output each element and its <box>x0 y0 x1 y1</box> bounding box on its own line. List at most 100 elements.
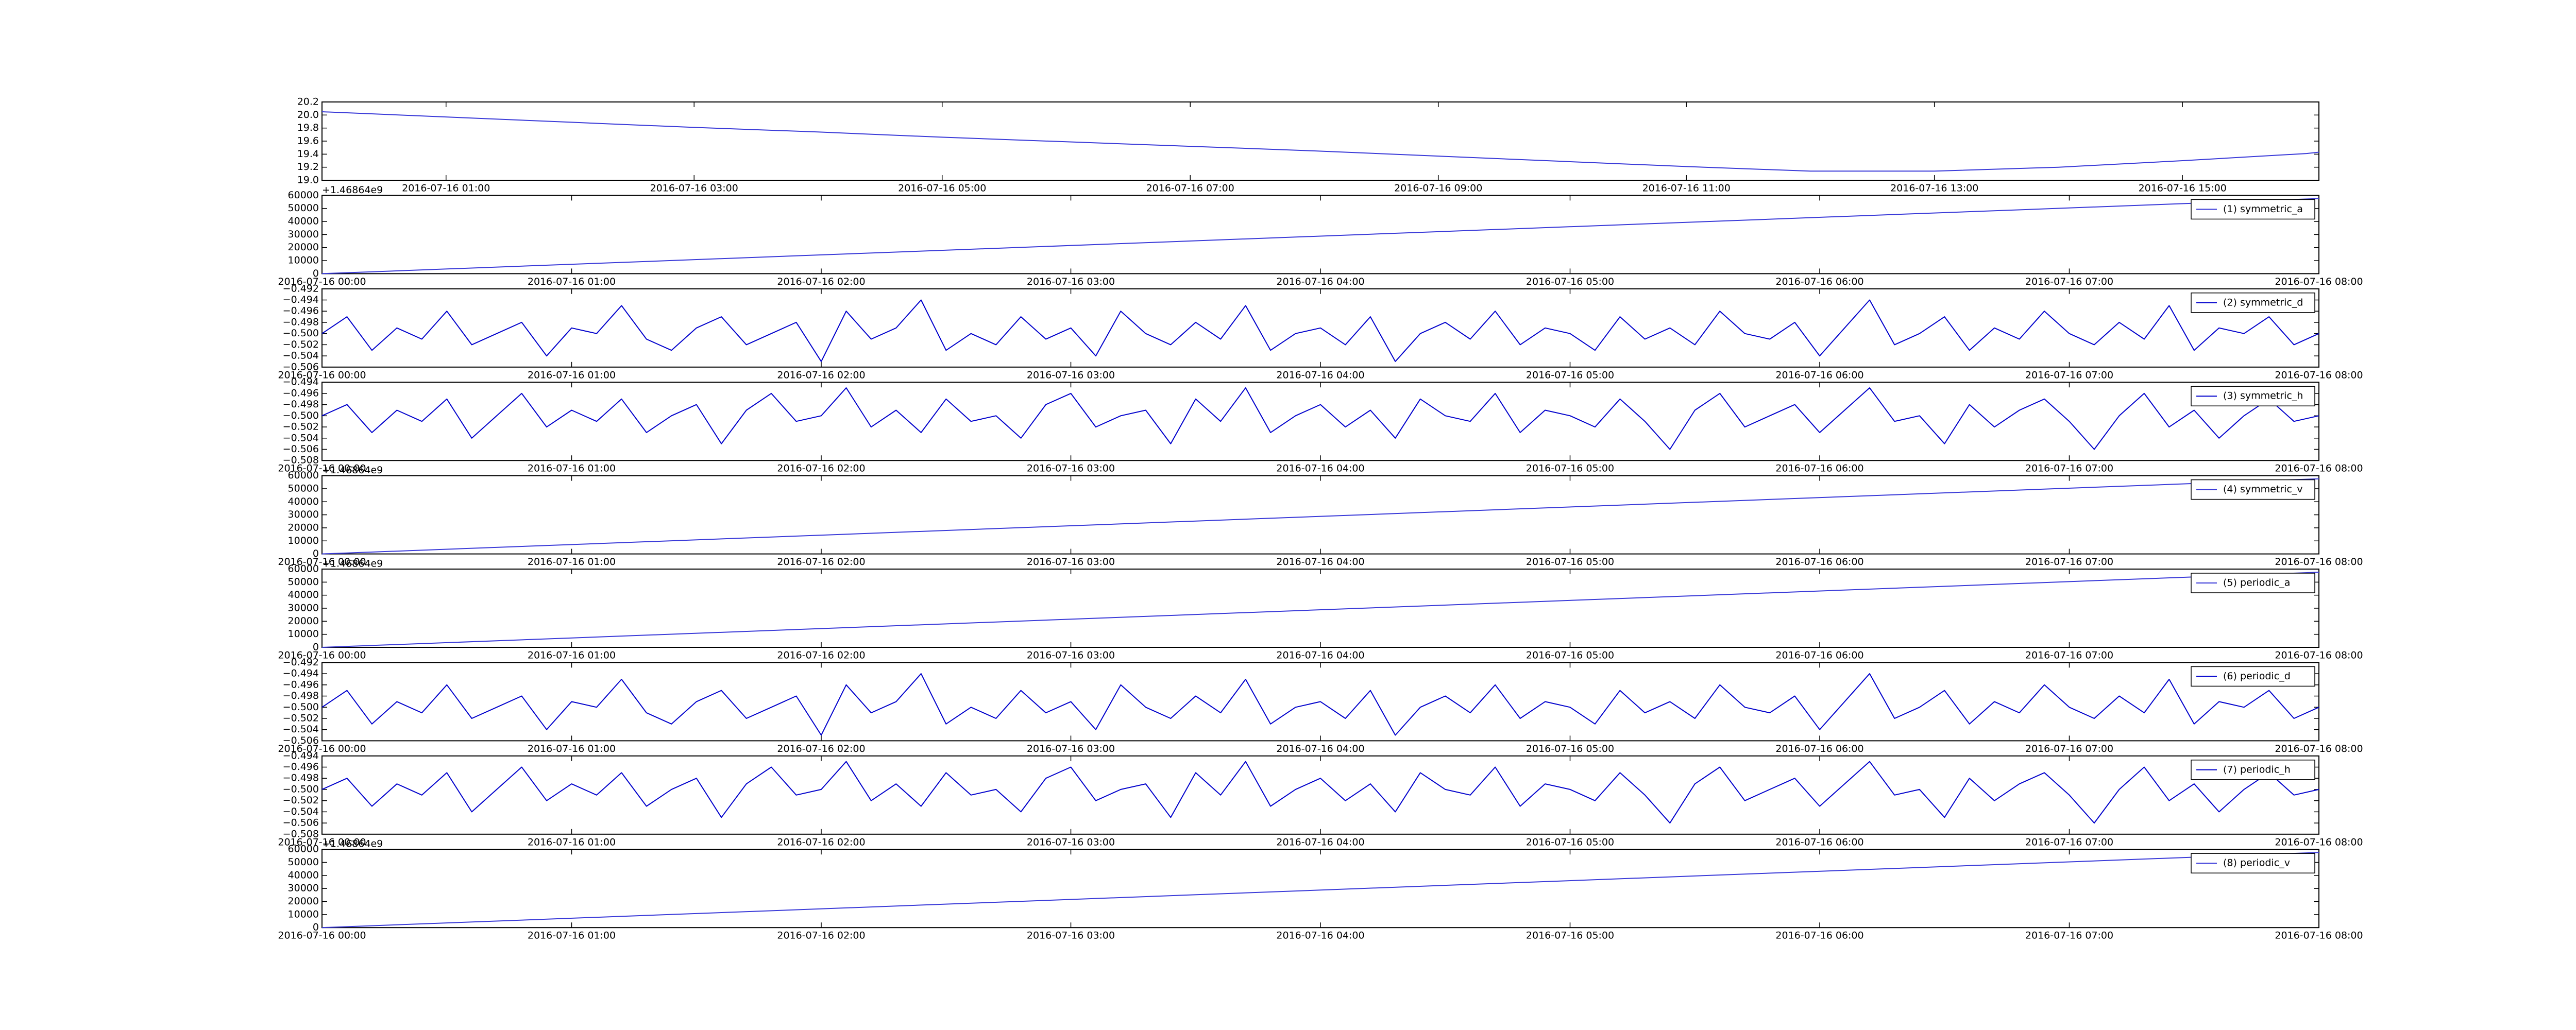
x-tick-label: 2016-07-16 05:00 <box>1526 930 1614 941</box>
y-tick-label: 60000 <box>288 844 319 855</box>
x-tick-label: 2016-07-16 03:00 <box>1027 836 1115 848</box>
x-tick-label: 2016-07-16 03:00 <box>1027 556 1115 568</box>
x-tick-label: 2016-07-16 07:00 <box>2025 743 2113 754</box>
y-tick-label: −0.494 <box>283 376 319 388</box>
x-tick-label: 2016-07-16 04:00 <box>1276 463 1364 474</box>
x-tick-label: 2016-07-16 00:00 <box>278 463 366 474</box>
series-line <box>321 198 2319 274</box>
x-tick-label: 2016-07-16 07:00 <box>2025 276 2113 287</box>
x-tick-label: 2016-07-16 02:00 <box>777 556 865 568</box>
x-tick-label: 2016-07-16 00:00 <box>278 743 366 754</box>
x-tick-label: 2016-07-16 07:00 <box>2025 836 2113 848</box>
axes-frame <box>321 382 2319 461</box>
y-tick-label: −0.506 <box>283 443 319 455</box>
x-tick-label: 2016-07-16 01:00 <box>528 650 616 661</box>
x-tick-label: 2016-07-16 05:00 <box>1526 276 1614 287</box>
y-tick-label: 60000 <box>288 190 319 201</box>
y-tick-label: 10000 <box>288 535 319 546</box>
y-tick-label: −0.504 <box>283 806 319 817</box>
series-line <box>321 852 2319 929</box>
y-tick-label: −0.496 <box>283 761 319 772</box>
y-tick-label: 19.8 <box>297 122 319 133</box>
series-line <box>321 111 2319 172</box>
y-tick-label: −0.498 <box>283 399 319 410</box>
x-tick-label: 2016-07-16 05:00 <box>1526 836 1614 848</box>
x-tick-label: 2016-07-16 08:00 <box>2275 276 2363 287</box>
y-tick-label: 10000 <box>288 908 319 920</box>
x-tick-label: 2016-07-16 08:00 <box>2275 930 2363 941</box>
x-tick-label: 2016-07-16 00:00 <box>278 369 366 381</box>
x-tick-label: 2016-07-16 07:00 <box>2025 650 2113 661</box>
y-tick-label: −0.502 <box>283 421 319 433</box>
offset-text: +1.46864e9 <box>322 184 383 196</box>
y-tick-label: 40000 <box>288 589 319 600</box>
x-tick-label: 2016-07-16 04:00 <box>1276 743 1364 754</box>
x-tick-label: 2016-07-16 02:00 <box>777 276 865 287</box>
y-tick-label: −0.500 <box>283 783 319 795</box>
y-tick-label: 19.4 <box>297 148 319 160</box>
y-tick-label: 10000 <box>288 255 319 266</box>
y-tick-label: −0.504 <box>283 350 319 362</box>
y-tick-label: 50000 <box>288 202 319 214</box>
x-tick-label: 2016-07-16 06:00 <box>1775 556 1863 568</box>
x-tick-label: 2016-07-16 04:00 <box>1276 930 1364 941</box>
legend-label: (5) periodic_a <box>2223 577 2290 589</box>
x-tick-label: 2016-07-16 02:00 <box>777 836 865 848</box>
offset-text: +1.46864e9 <box>322 838 383 850</box>
y-tick-label: −0.496 <box>283 305 319 317</box>
x-tick-label: 2016-07-16 04:00 <box>1276 276 1364 287</box>
series-line <box>321 761 2319 824</box>
x-tick-label: 2016-07-16 01:00 <box>528 463 616 474</box>
x-tick-label: 2016-07-16 03:00 <box>1027 463 1115 474</box>
y-tick-label: 10000 <box>288 628 319 640</box>
y-tick-label: 0 <box>313 548 319 559</box>
x-tick-label: 2016-07-16 01:00 <box>528 556 616 568</box>
x-tick-label: 2016-07-16 02:00 <box>777 463 865 474</box>
y-tick-label: 50000 <box>288 856 319 868</box>
y-tick-label: −0.506 <box>283 361 319 372</box>
x-tick-label: 2016-07-16 02:00 <box>777 930 865 941</box>
y-tick-label: 60000 <box>288 470 319 481</box>
y-tick-label: 20000 <box>288 896 319 907</box>
series-line <box>321 572 2319 648</box>
x-tick-label: 2016-07-16 05:00 <box>1526 556 1614 568</box>
y-tick-label: −0.500 <box>283 410 319 421</box>
y-tick-label: −0.496 <box>283 387 319 399</box>
x-tick-label: 2016-07-16 00:00 <box>278 836 366 848</box>
y-tick-label: −0.494 <box>283 294 319 305</box>
x-tick-label: 2016-07-16 03:00 <box>1027 930 1115 941</box>
y-tick-label: −0.502 <box>283 712 319 724</box>
x-tick-label: 2016-07-16 08:00 <box>2275 369 2363 381</box>
y-tick-label: 50000 <box>288 576 319 588</box>
y-tick-label: 30000 <box>288 229 319 240</box>
series-line <box>321 478 2319 555</box>
x-tick-label: 2016-07-16 06:00 <box>1775 836 1863 848</box>
y-tick-label: 30000 <box>288 603 319 614</box>
series-line <box>321 673 2319 736</box>
x-tick-label: 2016-07-16 00:00 <box>278 650 366 661</box>
x-tick-label: 2016-07-16 09:00 <box>1394 183 1482 194</box>
y-tick-label: 19.6 <box>297 135 319 147</box>
y-tick-label: −0.498 <box>283 690 319 701</box>
y-tick-label: 50000 <box>288 483 319 494</box>
legend-label: (2) symmetric_d <box>2223 297 2303 308</box>
legend-label: (8) periodic_v <box>2223 857 2290 869</box>
x-tick-label: 2016-07-16 01:00 <box>528 836 616 848</box>
x-tick-label: 2016-07-16 03:00 <box>1027 650 1115 661</box>
y-tick-label: 20000 <box>288 242 319 253</box>
x-tick-label: 2016-07-16 11:00 <box>1642 183 1731 194</box>
x-tick-label: 2016-07-16 08:00 <box>2275 556 2363 568</box>
x-tick-label: 2016-07-16 01:00 <box>528 276 616 287</box>
y-tick-label: −0.506 <box>283 735 319 746</box>
x-tick-label: 2016-07-16 00:00 <box>278 556 366 568</box>
y-tick-label: −0.498 <box>283 772 319 784</box>
x-tick-label: 2016-07-16 06:00 <box>1775 276 1863 287</box>
legend-label: (7) periodic_h <box>2223 764 2291 775</box>
legend-label: (3) symmetric_h <box>2223 390 2303 402</box>
x-tick-label: 2016-07-16 06:00 <box>1775 930 1863 941</box>
x-tick-label: 2016-07-16 01:00 <box>528 743 616 754</box>
x-tick-label: 2016-07-16 02:00 <box>777 369 865 381</box>
x-tick-label: 2016-07-16 05:00 <box>1526 369 1614 381</box>
y-tick-label: 0 <box>313 642 319 653</box>
